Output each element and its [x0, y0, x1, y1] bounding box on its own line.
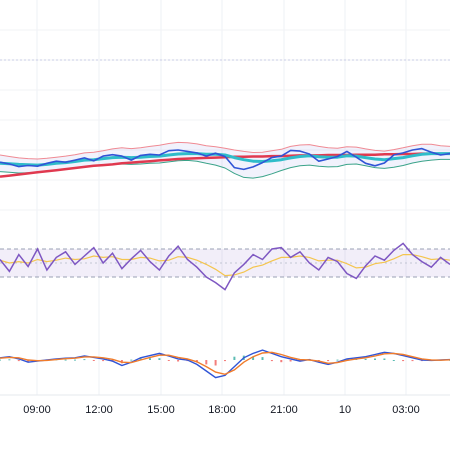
time-axis-tick-label: 12:00 — [85, 404, 113, 416]
histogram-bar — [392, 360, 395, 361]
histogram-bar — [270, 360, 273, 362]
time-axis-tick-label: 10 — [339, 404, 351, 416]
histogram-bar — [74, 359, 76, 361]
price-pane[interactable] — [0, 141, 450, 179]
histogram-bar — [411, 360, 414, 362]
time-axis-tick-label: 21:00 — [270, 404, 298, 416]
histogram-bar — [167, 360, 170, 361]
histogram-bar — [383, 358, 386, 360]
histogram-bar — [139, 357, 142, 360]
histogram-bar — [402, 360, 405, 362]
histogram-bar — [280, 360, 283, 363]
band-upper-line — [0, 141, 450, 160]
histogram-bar — [336, 359, 339, 361]
histogram-bar — [8, 359, 11, 361]
histogram-bar — [0, 359, 1, 361]
time-axis-tick-label: 15:00 — [147, 404, 175, 416]
histogram-bar — [27, 360, 30, 363]
histogram-bar — [102, 360, 105, 362]
oscillator-line — [0, 242, 450, 291]
histogram-bar — [158, 358, 161, 360]
histogram-bar — [374, 358, 376, 360]
pane-dividers — [0, 59, 450, 396]
histogram-bar — [327, 360, 330, 362]
histogram-bar — [17, 360, 20, 362]
histogram-bar — [177, 360, 180, 362]
band-fill — [0, 142, 450, 179]
histogram-bar — [233, 356, 236, 360]
histogram-bar — [364, 358, 367, 360]
macd-signal-line — [0, 351, 450, 376]
histogram-bar — [149, 358, 151, 360]
oscillator-pane[interactable] — [0, 242, 450, 291]
histogram-bar — [224, 360, 226, 362]
histogram-bar — [64, 359, 67, 361]
price-line — [0, 147, 450, 171]
histogram-bar — [92, 360, 95, 361]
histogram-bar — [205, 360, 208, 365]
time-axis-tick-label: 09:00 — [23, 404, 51, 416]
histogram-bar — [214, 360, 217, 366]
time-axis[interactable]: 09:00 12:00 15:00 18:00 21:00 10 03:00 — [23, 404, 420, 416]
time-axis-tick-label: 18:00 — [208, 404, 236, 416]
oscillator-signal-line — [0, 254, 450, 277]
histogram-bar — [130, 359, 133, 361]
chart-grid — [0, 0, 450, 395]
histogram-bar — [289, 360, 292, 362]
histogram-bar — [261, 357, 264, 360]
moving-average-fast-line — [0, 152, 450, 167]
time-axis-tick-label: 03:00 — [392, 404, 420, 416]
histogram-bar — [252, 356, 255, 360]
histogram-bar — [83, 359, 86, 361]
macd-pane[interactable] — [0, 349, 450, 379]
